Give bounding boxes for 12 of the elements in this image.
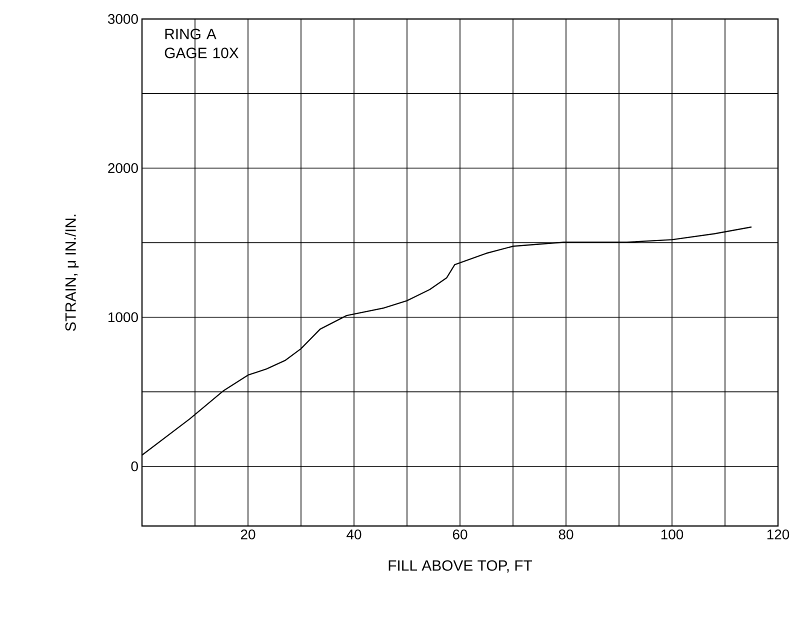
x-tick-label: 20 (240, 530, 256, 540)
x-tick-label: 120 (767, 530, 790, 540)
y-tick-label: 2000 (108, 163, 138, 174)
y-tick-label: 3000 (108, 14, 138, 24)
x-tick-label: 40 (346, 530, 362, 540)
x-tick-label: 60 (452, 530, 468, 540)
x-axis-title: FILL ABOVE TOP, FT (388, 560, 532, 573)
y-tick-label: 1000 (108, 312, 138, 322)
y-tick-label: 0 (131, 461, 138, 472)
x-tick-label: 80 (558, 530, 574, 540)
x-tick-label: 100 (661, 530, 684, 540)
y-axis-title: STRAIN, μ IN./IN. (64, 214, 79, 331)
